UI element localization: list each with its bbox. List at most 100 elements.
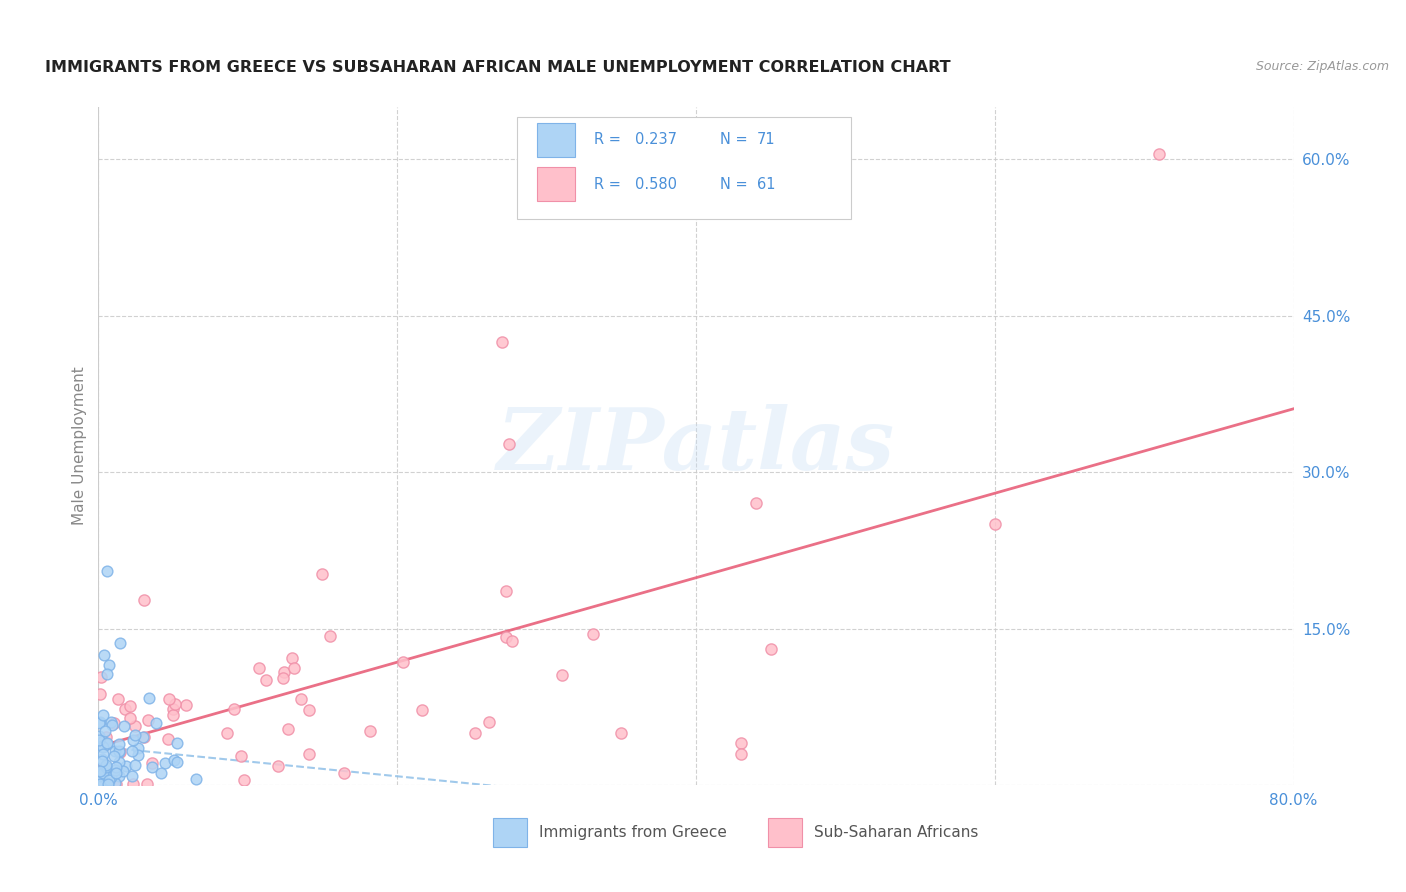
Point — [319, 629, 342, 643]
Point — [121, 769, 143, 783]
Point — [498, 437, 520, 451]
Point — [124, 758, 146, 772]
Point — [136, 714, 159, 728]
Point — [222, 702, 245, 716]
Point — [124, 728, 146, 742]
Point — [132, 731, 155, 745]
Point — [105, 760, 128, 774]
Point — [495, 631, 517, 645]
Point — [134, 592, 156, 607]
Text: Source: ZipAtlas.com: Source: ZipAtlas.com — [1256, 60, 1389, 72]
Point — [90, 670, 112, 684]
Point — [138, 690, 160, 705]
Point — [89, 764, 111, 778]
Point — [108, 769, 131, 783]
Point — [267, 758, 290, 772]
Point — [94, 724, 117, 739]
Text: 71: 71 — [756, 132, 776, 147]
Point — [104, 766, 127, 780]
Point — [150, 765, 173, 780]
Point — [162, 708, 184, 723]
Point — [166, 736, 188, 750]
Point — [90, 754, 112, 768]
Point — [91, 747, 114, 761]
Point — [582, 627, 605, 641]
Point — [96, 564, 118, 578]
Point — [121, 744, 143, 758]
Point — [90, 764, 112, 779]
Point — [89, 763, 111, 777]
Point — [273, 665, 295, 679]
Point — [247, 661, 270, 675]
Point — [153, 756, 176, 771]
Point — [89, 715, 111, 730]
Point — [1147, 147, 1170, 161]
Point — [97, 777, 120, 791]
Point — [184, 772, 207, 787]
Point — [759, 642, 782, 657]
Point — [254, 673, 277, 687]
Y-axis label: Male Unemployment: Male Unemployment — [72, 367, 87, 525]
Point — [333, 765, 356, 780]
Point — [89, 687, 111, 701]
Point — [156, 732, 179, 747]
Text: N =: N = — [720, 177, 752, 192]
Text: R =: R = — [595, 177, 626, 192]
Point — [108, 738, 131, 752]
Point — [96, 766, 118, 780]
Point — [281, 650, 304, 665]
Point — [104, 744, 127, 758]
Point — [108, 745, 131, 759]
Point — [271, 671, 294, 685]
Point — [551, 668, 574, 682]
FancyBboxPatch shape — [768, 818, 801, 847]
Text: 61: 61 — [756, 177, 776, 192]
Point — [97, 775, 120, 789]
Point — [132, 730, 155, 744]
Point — [118, 698, 141, 713]
Point — [101, 718, 124, 732]
FancyBboxPatch shape — [537, 123, 575, 157]
Point — [392, 655, 415, 669]
Point — [115, 759, 138, 773]
Point — [163, 753, 186, 767]
Point — [89, 714, 111, 729]
Point — [464, 726, 486, 740]
Point — [136, 777, 159, 791]
Point — [124, 719, 146, 733]
Point — [166, 755, 188, 769]
Point — [94, 757, 117, 772]
Point — [162, 702, 184, 716]
Point — [94, 764, 117, 778]
Point — [91, 765, 114, 780]
Point — [87, 729, 110, 743]
Text: Immigrants from Greece: Immigrants from Greece — [538, 825, 727, 840]
Point — [610, 726, 633, 740]
Text: Sub-Saharan Africans: Sub-Saharan Africans — [814, 825, 979, 840]
Point — [104, 777, 127, 791]
Point — [89, 777, 111, 791]
Point — [501, 634, 523, 648]
Point — [100, 770, 122, 784]
Point — [127, 748, 149, 763]
Point — [145, 716, 167, 731]
Point — [277, 722, 299, 736]
Point — [298, 703, 321, 717]
Point — [495, 583, 517, 598]
Point — [359, 723, 381, 738]
Point — [215, 726, 238, 740]
Point — [97, 658, 120, 673]
Point — [103, 715, 125, 730]
Point — [96, 737, 118, 751]
Text: R =: R = — [595, 132, 626, 147]
Point — [141, 756, 163, 770]
Point — [311, 566, 333, 581]
Point — [141, 759, 163, 773]
Point — [104, 763, 127, 777]
Point — [118, 711, 141, 725]
Text: 0.237: 0.237 — [636, 132, 678, 147]
Text: 0.580: 0.580 — [636, 177, 678, 192]
Point — [91, 769, 114, 783]
FancyBboxPatch shape — [494, 818, 527, 847]
Text: ZIPatlas: ZIPatlas — [496, 404, 896, 488]
